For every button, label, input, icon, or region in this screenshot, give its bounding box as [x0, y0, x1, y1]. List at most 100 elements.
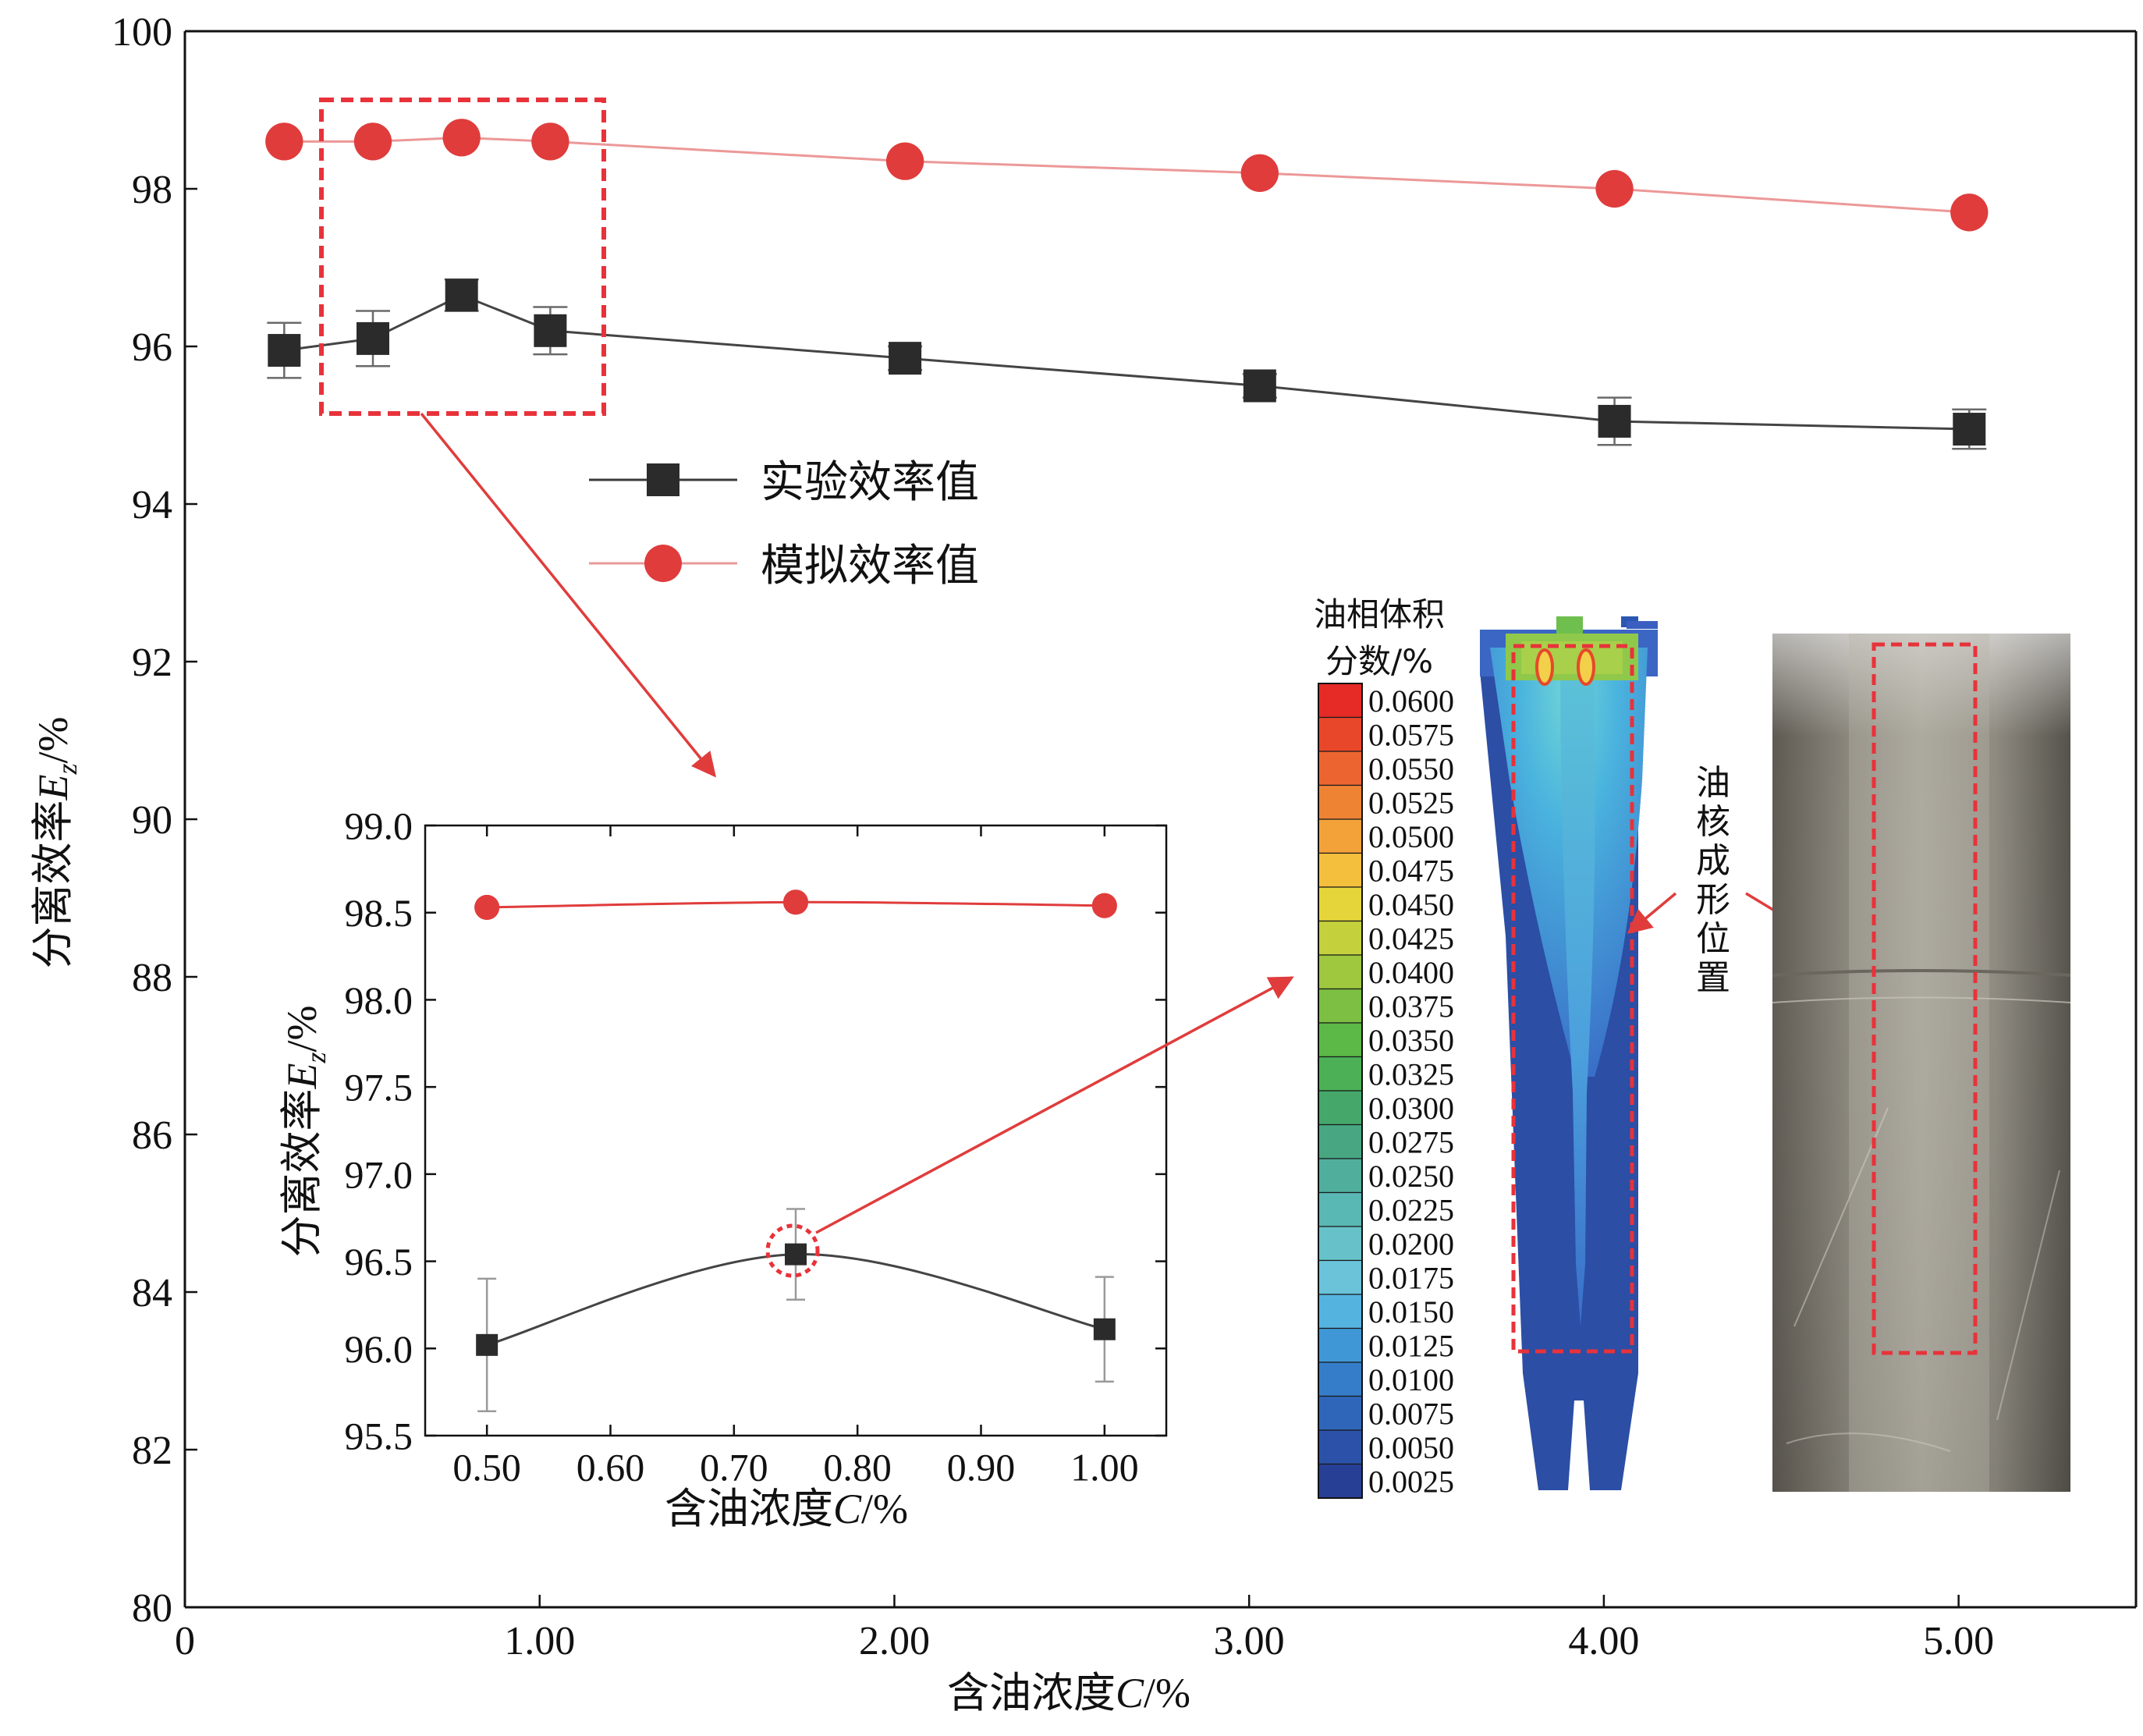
data-point-simulation [782, 889, 809, 915]
x-tick-label: 0.60 [577, 1446, 645, 1489]
colorbar-cell [1318, 988, 1363, 1024]
oil-core-char: 形 [1696, 880, 1730, 920]
x-tick-label: 3.00 [1214, 1619, 1285, 1663]
oil-core-char: 油 [1696, 763, 1730, 803]
colorbar-label: 0.0350 [1368, 1023, 1454, 1058]
zoom-highlight-box [319, 98, 606, 416]
cfd-hotspot-right [1577, 648, 1595, 686]
y-tick-label: 97.0 [345, 1152, 413, 1196]
data-point-experiment [889, 342, 922, 375]
data-point-simulation [474, 894, 500, 921]
colorbar-cells: 0.06000.05750.05500.05250.05000.04750.04… [1318, 683, 1454, 1499]
data-point-experiment [1598, 404, 1631, 438]
colorbar-label: 0.0025 [1368, 1464, 1454, 1499]
x-tick-label: 2.00 [859, 1619, 930, 1663]
colorbar-cell [1318, 1124, 1363, 1159]
y-tick-label: 99.0 [345, 804, 413, 848]
oil-core-char: 位 [1696, 919, 1730, 959]
colorbar-frame [1318, 683, 1363, 1499]
data-point-experiment [445, 279, 478, 312]
data-point-simulation [442, 119, 481, 157]
data-point-experiment [785, 1243, 807, 1266]
main-ylabel: 分离效率Ez/% [28, 716, 83, 968]
y-tick-label: 96.0 [345, 1327, 413, 1371]
x-tick-label: 0.50 [452, 1446, 521, 1489]
legend-marker-experiment [647, 463, 679, 496]
highlight-point-circle [765, 1223, 820, 1278]
colorbar-cell [1318, 1056, 1363, 1092]
colorbar-cell [1318, 1463, 1363, 1499]
colorbar-cell [1318, 1022, 1363, 1058]
data-point-experiment [1243, 369, 1276, 403]
data-point-simulation [1091, 893, 1117, 918]
inset-series [474, 889, 1117, 1412]
colorbar-cell [1318, 1158, 1363, 1194]
data-point-experiment [357, 321, 390, 355]
y-tick-label: 88 [132, 956, 172, 1000]
inset-axes: 95.5 96.0 96.5 97.0 97.5 98.0 98.5 99.0 0.50 0.60… [345, 804, 1166, 1489]
legend-label-simulation: 模拟效率值 [761, 541, 979, 591]
colorbar-cell [1318, 852, 1363, 888]
colorbar-cell [1318, 716, 1363, 752]
colorbar-label: 0.0250 [1368, 1159, 1454, 1194]
experiment-photo [1772, 634, 2071, 1492]
colorbar-label: 0.0175 [1368, 1260, 1454, 1295]
colorbar-label: 0.0275 [1368, 1124, 1454, 1159]
y-tick-label: 86 [132, 1113, 172, 1158]
colorbar-label: 0.0125 [1368, 1328, 1454, 1363]
colorbar-cell [1318, 1327, 1363, 1363]
colorbar: 油相体积 分数/% 0.06000.05750.05500.05250.0500… [1314, 595, 1454, 1499]
cfd-hotspot-left [1535, 648, 1554, 686]
y-tick-label: 96.5 [345, 1240, 413, 1283]
colorbar-label: 0.0325 [1368, 1056, 1454, 1092]
data-point-simulation [1950, 193, 1989, 232]
main-chart: 80 82 84 86 88 90 92 94 96 98 100 0 1.00 2.00 3.00 4.00… [28, 10, 2138, 1717]
colorbar-cell [1318, 920, 1363, 956]
inset-chart: 95.5 96.0 96.5 97.0 97.5 98.0 98.5 99.0 0.50 0.60… [277, 804, 1168, 1533]
colorbar-label: 0.0575 [1368, 717, 1454, 752]
colorbar-label: 0.0400 [1368, 955, 1454, 990]
colorbar-cell [1318, 1429, 1363, 1465]
colorbar-label: 0.0600 [1368, 683, 1454, 719]
colorbar-label: 0.0200 [1368, 1227, 1454, 1262]
data-point-simulation [265, 122, 303, 161]
colorbar-label: 0.0100 [1368, 1362, 1454, 1397]
y-tick-label: 94 [132, 483, 172, 527]
x-tick-label: 0.90 [947, 1446, 1016, 1489]
y-tick-label: 98 [132, 168, 172, 212]
colorbar-label: 0.0075 [1368, 1396, 1454, 1431]
colorbar-cell [1318, 954, 1363, 990]
oil-core-char: 置 [1696, 958, 1730, 998]
data-point-simulation [1240, 154, 1279, 192]
y-tick-label: 90 [132, 798, 172, 843]
data-point-simulation [353, 122, 392, 161]
y-tick-label: 96 [132, 325, 172, 370]
colorbar-cell [1318, 1395, 1363, 1431]
y-tick-label: 98.0 [345, 978, 413, 1022]
colorbar-label: 0.0450 [1368, 887, 1454, 922]
colorbar-title-line1: 油相体积 [1314, 595, 1445, 634]
data-point-experiment [268, 334, 301, 367]
data-point-simulation [885, 142, 924, 180]
colorbar-label: 0.0475 [1368, 853, 1454, 888]
colorbar-label: 0.0150 [1368, 1294, 1454, 1330]
colorbar-cell [1318, 751, 1363, 786]
colorbar-cell [1318, 818, 1363, 854]
colorbar-label: 0.0500 [1368, 819, 1454, 854]
colorbar-label: 0.0375 [1368, 989, 1454, 1024]
colorbar-label: 0.0525 [1368, 785, 1454, 820]
annotation-arrow-left [1627, 892, 1677, 935]
data-point-simulation [531, 122, 569, 161]
data-point-experiment [534, 314, 567, 347]
x-tick-label: 1.00 [504, 1619, 575, 1663]
colorbar-label: 0.0050 [1368, 1430, 1454, 1465]
data-point-simulation [1595, 169, 1634, 208]
photo-oil-core-box [1872, 642, 1978, 1355]
main-series [265, 119, 1989, 450]
colorbar-cell [1318, 784, 1363, 820]
main-axes: 80 82 84 86 88 90 92 94 96 98 100 0 1.00 2.00 3.00 4.00… [112, 10, 2138, 1663]
legend-marker-simulation [644, 545, 682, 582]
inset-ylabel: 分离效率Ez/% [277, 1005, 332, 1257]
data-point-experiment [476, 1333, 498, 1356]
